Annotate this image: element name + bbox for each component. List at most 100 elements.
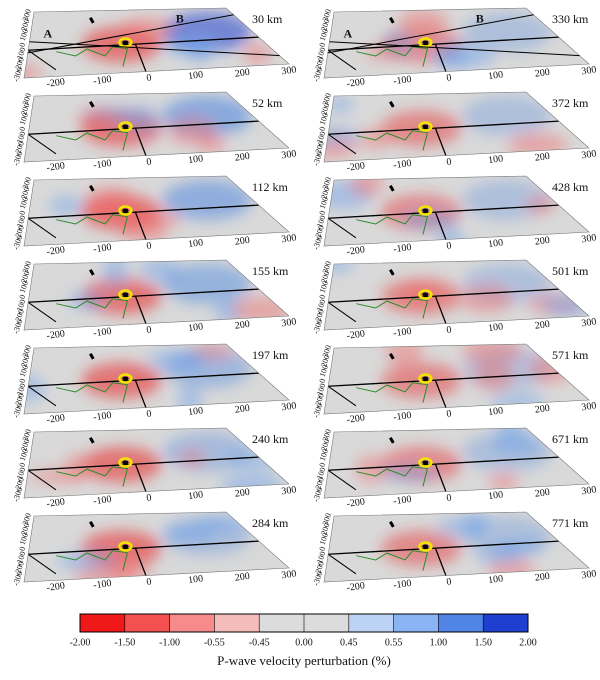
border-line: [134, 296, 147, 324]
profile-label: A: [44, 26, 53, 40]
y-tick-label: 200: [319, 522, 331, 536]
y-tick-label: -100: [14, 130, 27, 147]
x-tick-label: 0: [146, 72, 152, 84]
y-tick-label: -200: [313, 392, 326, 409]
colorbar-tick-label: -2.00: [70, 637, 91, 648]
x-tick-label: 200: [234, 235, 250, 248]
anomaly: [190, 344, 235, 359]
map-panel: 112 km-200 -100 0 100 200 300-300-200-1000100…: [11, 175, 297, 258]
y-tick-label: -200: [13, 308, 26, 325]
y-tick-label: 0: [317, 293, 327, 300]
coastline: [56, 382, 129, 403]
x-tick-label: 300: [581, 148, 597, 161]
border-line: [27, 469, 57, 491]
x-tick-label: 0: [446, 72, 452, 84]
depth-label: 284 km: [252, 516, 289, 530]
y-tick-label: -300: [311, 402, 324, 419]
marker: [389, 184, 395, 192]
coastline: [56, 214, 129, 235]
marker: [389, 16, 395, 24]
y-tick-label: -200: [13, 392, 26, 409]
anomaly: [179, 450, 205, 467]
x-tick-label: 300: [581, 400, 597, 413]
border-line: [328, 288, 559, 303]
y-tick-label: -300: [11, 234, 24, 251]
volcano-core: [422, 460, 429, 465]
x-tick-label: 200: [534, 67, 550, 80]
x-tick-label: 200: [234, 487, 250, 500]
anomaly: [379, 465, 439, 482]
y-tick-label: -100: [314, 214, 327, 231]
y-tick-label: 100: [18, 28, 30, 42]
y-tick-label: 0: [317, 41, 327, 48]
colorbar-tick-label: -0.55: [204, 637, 225, 648]
volcano-outline: [418, 121, 433, 132]
y-tick-label: 100: [18, 112, 30, 126]
y-tick-label: -100: [314, 550, 327, 567]
border-line: [327, 217, 357, 239]
x-tick-label: 0: [146, 156, 152, 168]
y-tick-label: -300: [311, 486, 324, 503]
marker: [89, 16, 95, 24]
marker: [89, 100, 95, 108]
border-line: [28, 120, 259, 135]
y-tick-label: 100: [18, 280, 30, 294]
y-tick-label: 200: [19, 270, 31, 284]
y-tick-label: 300: [21, 428, 33, 442]
anomaly: [28, 468, 89, 484]
volcano-outline: [118, 289, 133, 300]
y-tick-label: 100: [318, 448, 330, 462]
y-tick-label: -100: [14, 214, 27, 231]
x-tick-label: -100: [393, 578, 413, 591]
marker: [389, 352, 395, 360]
y-tick-label: 300: [321, 344, 333, 358]
x-tick-label: 300: [581, 484, 597, 497]
x-tick-label: 200: [534, 235, 550, 248]
anomaly: [198, 135, 226, 154]
border-line: [434, 212, 447, 240]
x-tick-label: -200: [46, 580, 66, 593]
x-tick-label: 0: [146, 576, 152, 588]
volcano-core: [122, 292, 129, 297]
x-tick-label: 200: [234, 403, 250, 416]
x-tick-label: 200: [234, 151, 250, 164]
y-tick-label: 300: [21, 8, 33, 22]
x-tick-label: 300: [281, 316, 297, 329]
anomaly: [127, 105, 159, 134]
x-tick-label: 100: [487, 321, 503, 334]
border-line: [134, 128, 147, 156]
border-line: [327, 469, 357, 491]
profile-line: [327, 14, 534, 54]
volcano-outline: [418, 205, 433, 216]
y-tick-label: 300: [21, 92, 33, 106]
map-frame: [323, 427, 590, 499]
map-panel: 284 km-200 -100 0 100 200 300-300-200-1000100…: [11, 511, 297, 594]
profile-line: [329, 41, 580, 57]
coastline: [356, 298, 429, 319]
depth-label: 372 km: [552, 96, 589, 110]
x-tick-label: 300: [281, 64, 297, 77]
y-tick-label: 200: [319, 354, 331, 368]
colorbar-tick-label: 0.00: [295, 637, 313, 648]
y-tick-label: 100: [318, 532, 330, 546]
x-tick-label: 100: [187, 237, 203, 250]
x-tick-label: -200: [46, 496, 66, 509]
depth-label: 571 km: [552, 348, 589, 362]
y-tick-label: -300: [11, 402, 24, 419]
x-tick-label: 100: [187, 153, 203, 166]
anomaly: [118, 16, 173, 43]
border-line: [434, 44, 447, 72]
coastline: [56, 298, 129, 319]
x-tick-label: 0: [446, 324, 452, 336]
x-tick-label: 100: [187, 489, 203, 502]
anomalies: [68, 260, 289, 326]
anomaly: [432, 43, 471, 70]
colorbar-label: P-wave velocity perturbation (%): [217, 653, 391, 668]
y-tick-label: 0: [317, 125, 327, 132]
map-frame: [23, 7, 290, 79]
colorbar-segment: [259, 614, 305, 632]
map-frame: [23, 175, 290, 247]
anomaly: [398, 9, 449, 32]
marker: [89, 352, 95, 360]
map-frame: [23, 343, 290, 415]
